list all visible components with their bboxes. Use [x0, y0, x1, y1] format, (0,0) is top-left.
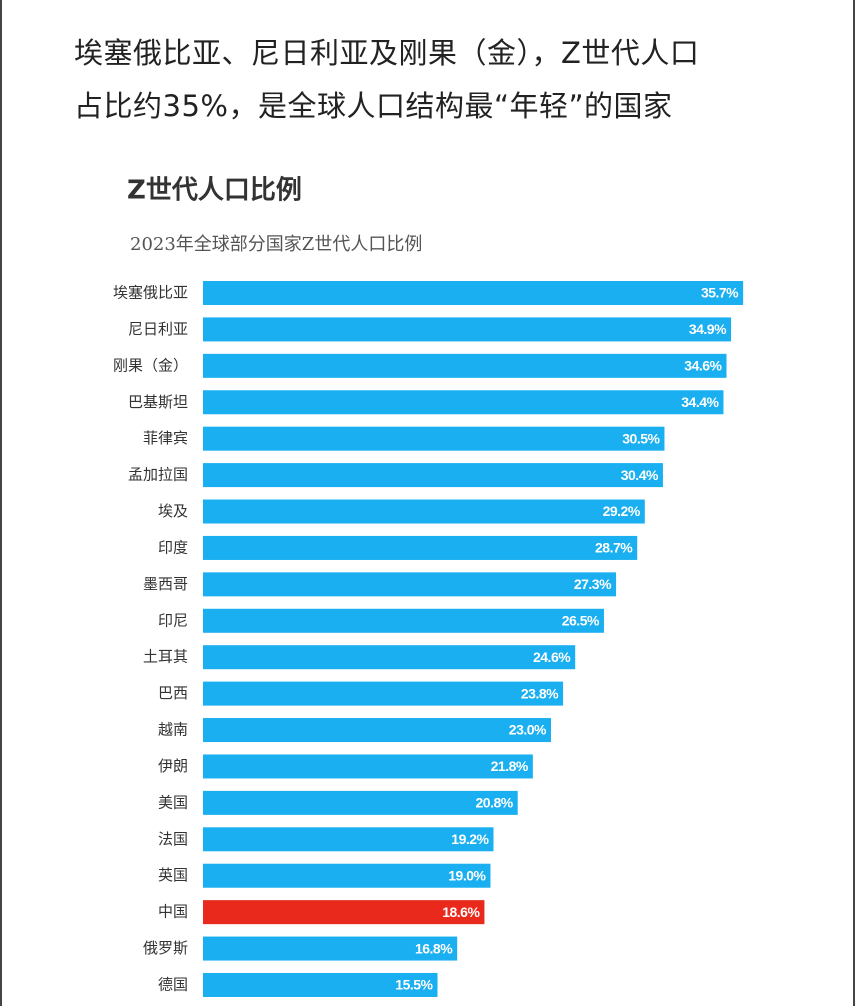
headline: 埃塞俄比亚、尼日利亚及刚果（金），Z世代人口	[74, 36, 700, 70]
bar	[203, 353, 727, 378]
category-label: 印度	[158, 538, 188, 556]
value-label: 24.6%	[533, 649, 571, 665]
value-label: 20.8%	[476, 795, 514, 811]
bar	[203, 863, 491, 888]
category-label: 俄罗斯	[143, 939, 188, 957]
value-label: 35.7%	[701, 285, 739, 301]
value-label: 19.0%	[448, 867, 486, 883]
category-label: 刚果（金）	[113, 356, 188, 374]
value-label: 26.5%	[562, 612, 600, 628]
bar	[203, 390, 724, 415]
category-label: 伊朗	[158, 757, 188, 775]
category-label: 孟加拉国	[128, 466, 188, 484]
value-label: 15.5%	[395, 977, 433, 993]
value-label: 30.4%	[621, 467, 659, 483]
category-label: 越南	[158, 721, 188, 739]
bar	[203, 535, 638, 560]
category-label: 菲律宾	[143, 429, 188, 447]
value-label: 34.4%	[681, 394, 719, 410]
bar	[203, 426, 665, 451]
value-label: 34.6%	[684, 358, 722, 374]
category-label: 埃塞俄比亚	[113, 284, 188, 302]
value-label: 23.0%	[509, 722, 547, 738]
category-label: 印尼	[158, 611, 188, 629]
chart-subtitle: 2023年全球部分国家Z世代人口比例	[130, 234, 422, 255]
bar	[203, 645, 576, 670]
bar	[203, 936, 458, 961]
bar	[203, 608, 604, 633]
category-label: 土耳其	[143, 648, 188, 666]
value-label: 23.8%	[521, 685, 559, 701]
bar	[203, 463, 663, 488]
bar	[203, 317, 732, 342]
value-label: 19.2%	[451, 831, 489, 847]
value-label: 30.5%	[622, 430, 660, 446]
category-label: 美国	[158, 793, 188, 811]
category-label: 尼日利亚	[128, 320, 188, 338]
chart-title: Z世代人口比例	[127, 176, 302, 206]
category-label: 埃及	[158, 502, 188, 520]
bar	[203, 572, 617, 597]
bar	[203, 972, 438, 997]
category-label: 墨西哥	[143, 575, 188, 593]
category-label: 德国	[158, 975, 188, 993]
category-label: 巴基斯坦	[128, 393, 188, 411]
value-label: 34.9%	[689, 321, 727, 337]
bar	[203, 900, 485, 925]
value-label: 27.3%	[574, 576, 612, 592]
headline: 占比约35%，是全球人口结构最“年轻”的国家	[74, 89, 673, 123]
category-label: 英国	[158, 866, 188, 884]
bar	[203, 790, 518, 815]
category-label: 中国	[158, 903, 188, 921]
category-label: 巴西	[158, 684, 188, 702]
bar	[203, 499, 645, 524]
value-label: 21.8%	[491, 758, 529, 774]
bar	[203, 718, 551, 743]
value-label: 28.7%	[595, 540, 633, 556]
bar	[203, 827, 494, 852]
value-label: 18.6%	[442, 904, 480, 920]
value-label: 16.8%	[415, 940, 453, 956]
category-label: 法国	[158, 830, 188, 848]
value-label: 29.2%	[603, 503, 641, 519]
bar	[203, 681, 564, 706]
bar	[203, 754, 533, 779]
bar	[203, 281, 744, 305]
